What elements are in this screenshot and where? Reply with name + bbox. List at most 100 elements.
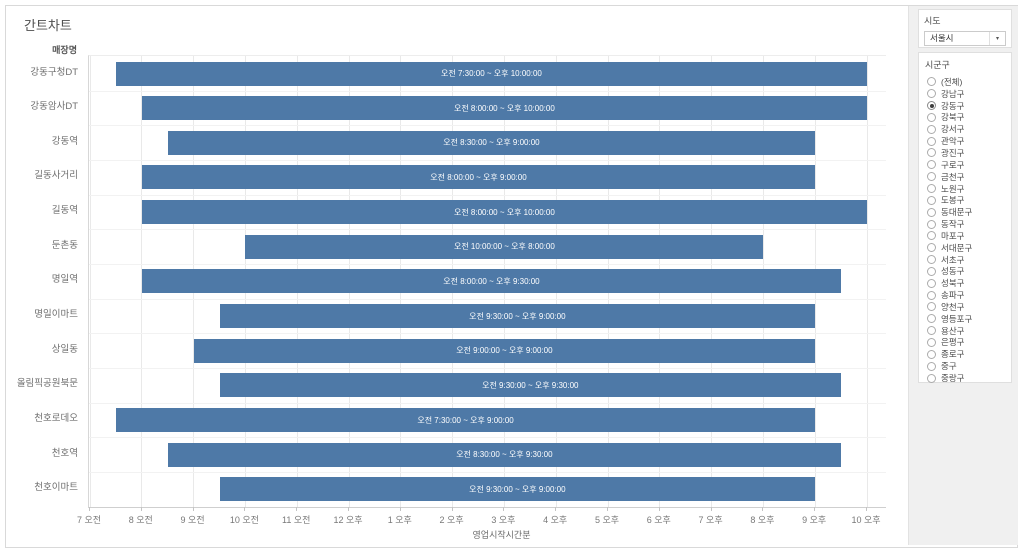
row-label[interactable]: 둔촌동 <box>51 239 78 251</box>
x-tick-label: 7 오후 <box>698 515 723 525</box>
radio-icon[interactable] <box>927 243 936 253</box>
sigungu-radio-option[interactable]: 중랑구 <box>925 372 1005 384</box>
radio-icon[interactable] <box>927 89 936 99</box>
row-separator <box>89 264 886 266</box>
radio-icon[interactable] <box>927 77 936 87</box>
radio-icon[interactable] <box>927 124 936 134</box>
gantt-bar[interactable]: 오전 9:30:00 ~ 오후 9:30:00 <box>219 373 842 398</box>
row-label[interactable]: 명일역 <box>51 274 78 286</box>
radio-icon[interactable] <box>927 302 936 312</box>
gantt-bar-label: 오전 9:30:00 ~ 오후 9:00:00 <box>469 484 566 494</box>
radio-icon[interactable] <box>927 219 936 229</box>
radio-icon[interactable] <box>927 112 936 122</box>
row-label[interactable]: 상일동 <box>51 343 78 355</box>
sigungu-option-label: 동대문구 <box>941 207 973 218</box>
sigungu-radio-option[interactable]: 금천구 <box>925 171 1005 183</box>
gantt-bar[interactable]: 오전 9:30:00 ~ 오후 9:00:00 <box>219 304 816 329</box>
sigungu-radio-option[interactable]: 동대문구 <box>925 206 1005 218</box>
sigungu-radio-option[interactable]: 관악구 <box>925 135 1005 147</box>
sigungu-radio-option[interactable]: 송파구 <box>925 289 1005 301</box>
radio-icon[interactable] <box>927 184 936 194</box>
gantt-bar[interactable]: 오전 8:00:00 ~ 오후 10:00:00 <box>141 200 867 225</box>
row-label[interactable]: 강동구청DT <box>30 66 78 78</box>
row-separator <box>89 402 886 404</box>
sigungu-radio-option[interactable]: 강동구 <box>925 100 1005 112</box>
sigungu-radio-option[interactable]: 강북구 <box>925 112 1005 124</box>
radio-icon[interactable] <box>927 195 936 205</box>
gantt-bar[interactable]: 오전 9:00:00 ~ 오후 9:00:00 <box>193 338 816 363</box>
radio-icon[interactable] <box>927 172 936 182</box>
gantt-bar-label: 오전 8:00:00 ~ 오후 10:00:00 <box>453 103 555 113</box>
row-label[interactable]: 천호이마트 <box>34 482 78 494</box>
sigungu-radio-option[interactable]: 마포구 <box>925 230 1005 242</box>
gantt-bar[interactable]: 오전 7:30:00 ~ 오후 9:00:00 <box>115 408 816 432</box>
sigungu-radio-option[interactable]: 양천구 <box>925 301 1005 313</box>
sigungu-radio-option[interactable]: 서초구 <box>925 254 1005 266</box>
row-label[interactable]: 강동역 <box>51 135 78 147</box>
gantt-bar[interactable]: 오전 7:30:00 ~ 오후 10:00:00 <box>115 61 867 86</box>
gantt-bar[interactable]: 오전 8:00:00 ~ 오후 9:00:00 <box>141 165 816 190</box>
radio-icon[interactable] <box>927 373 936 383</box>
radio-icon[interactable] <box>927 290 936 300</box>
sigungu-radio-option[interactable]: 서대문구 <box>925 242 1005 254</box>
x-tick-label: 12 오후 <box>333 515 363 525</box>
sigungu-radio-option[interactable]: 노원구 <box>925 183 1005 195</box>
x-tick-mark <box>296 507 298 511</box>
sido-dropdown[interactable]: 서울시 ▾ <box>924 31 1006 46</box>
gantt-bar-label: 오전 8:00:00 ~ 오후 9:30:00 <box>443 276 540 286</box>
radio-icon[interactable] <box>927 361 936 371</box>
sigungu-option-label: 관악구 <box>941 136 965 147</box>
sigungu-radio-option[interactable]: 종로구 <box>925 348 1005 360</box>
row-label[interactable]: 올림픽공원북문 <box>16 378 78 390</box>
radio-selected-icon[interactable] <box>927 101 936 111</box>
radio-icon[interactable] <box>927 278 936 288</box>
radio-icon[interactable] <box>927 337 936 347</box>
sigungu-radio-option[interactable]: 광진구 <box>925 147 1005 159</box>
sigungu-radio-option[interactable]: 성북구 <box>925 277 1005 289</box>
sigungu-radio-option[interactable]: 중구 <box>925 360 1005 372</box>
sigungu-radio-option[interactable]: 동작구 <box>925 218 1005 230</box>
x-axis-title: 영업시작시간분 <box>472 530 531 540</box>
gantt-bar[interactable]: 오전 8:30:00 ~ 오후 9:30:00 <box>167 442 842 467</box>
row-label[interactable]: 강동암사DT <box>30 101 78 113</box>
radio-icon[interactable] <box>927 255 936 265</box>
radio-icon[interactable] <box>927 231 936 241</box>
sigungu-option-label: 성동구 <box>941 266 965 277</box>
x-tick-mark <box>658 507 660 511</box>
sigungu-radio-option[interactable]: 영등포구 <box>925 313 1005 325</box>
x-tick-mark <box>762 507 764 511</box>
sigungu-radio-option[interactable]: (전체) <box>925 76 1005 88</box>
sigungu-radio-option[interactable]: 도봉구 <box>925 194 1005 206</box>
sigungu-option-label: 종로구 <box>941 349 965 360</box>
row-label[interactable]: 천호로데오 <box>34 413 78 424</box>
radio-icon[interactable] <box>927 207 936 217</box>
row-label[interactable]: 명일이마트 <box>34 309 78 321</box>
row-label[interactable]: 천호역 <box>51 447 78 459</box>
gantt-bar[interactable]: 오전 10:00:00 ~ 오후 8:00:00 <box>245 234 764 259</box>
gantt-bar[interactable]: 오전 8:00:00 ~ 오후 10:00:00 <box>141 96 867 121</box>
row-label[interactable]: 길동역 <box>51 205 78 217</box>
row-header-label: 매장명 <box>52 45 77 55</box>
sigungu-radio-option[interactable]: 용산구 <box>925 325 1005 337</box>
gantt-bar[interactable]: 오전 8:30:00 ~ 오후 9:00:00 <box>167 130 816 155</box>
sigungu-radio-option[interactable]: 성동구 <box>925 266 1005 278</box>
row-label[interactable]: 길동사거리 <box>34 170 78 182</box>
sigungu-radio-option[interactable]: 강서구 <box>925 123 1005 135</box>
radio-icon[interactable] <box>927 136 936 146</box>
sigungu-radio-option[interactable]: 강남구 <box>925 88 1005 100</box>
gantt-chart-area: 간트차트 매장명 강동구청DT 강동암사DT 강동역 길동사거리 길동역 둔촌동 명일역 명일… <box>6 6 908 545</box>
sigungu-option-label: 중구 <box>941 361 957 372</box>
dropdown-button[interactable]: ▾ <box>989 32 1005 45</box>
radio-icon[interactable] <box>927 266 936 276</box>
radio-icon[interactable] <box>927 314 936 324</box>
gantt-bar[interactable]: 오전 9:30:00 ~ 오후 9:00:00 <box>219 477 816 502</box>
radio-icon[interactable] <box>927 326 936 336</box>
radio-icon[interactable] <box>927 160 936 170</box>
x-tick-mark <box>503 507 505 511</box>
sigungu-radio-option[interactable]: 은평구 <box>925 337 1005 349</box>
gantt-bar[interactable]: 오전 8:00:00 ~ 오후 9:30:00 <box>141 269 842 294</box>
radio-icon[interactable] <box>927 148 936 158</box>
sigungu-radio-option[interactable]: 구로구 <box>925 159 1005 171</box>
radio-icon[interactable] <box>927 349 936 359</box>
x-tick-label: 10 오후 <box>851 515 881 525</box>
